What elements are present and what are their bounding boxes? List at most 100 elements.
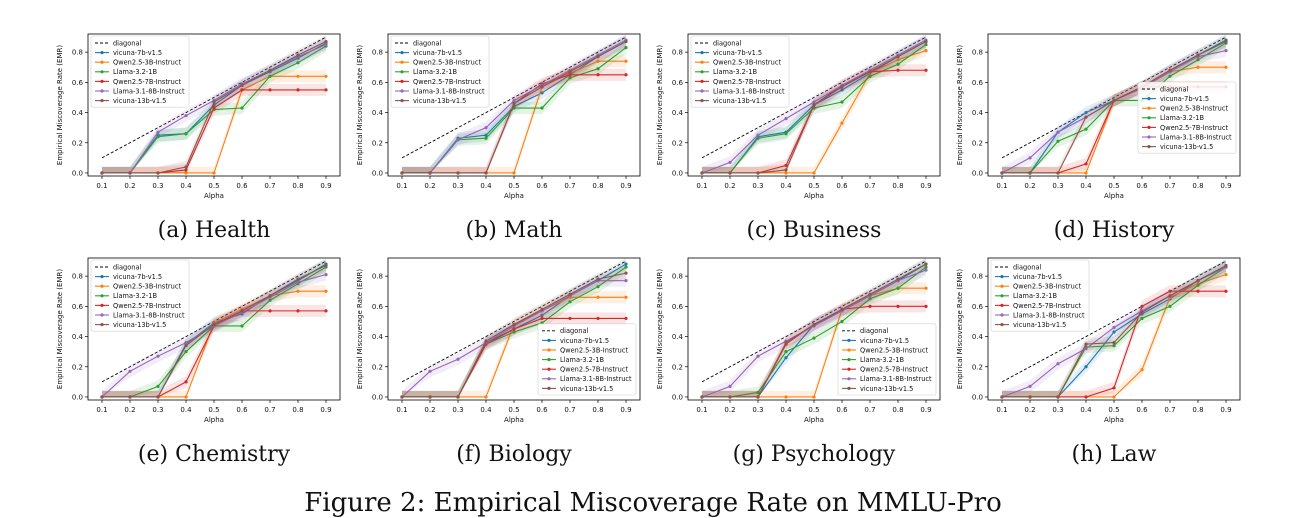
y-axis-label: Empirical Miscoverage Rate (EMR) [656, 45, 664, 165]
data-point-vicuna-13b-v1-5 [296, 53, 300, 57]
legend-label-llama-3-2-1b: Llama-3.2-1B [113, 292, 157, 300]
plot-area: 0.1 0.2 0.3 0.4 0.5 0.6 0.7 0.8 0.9 0.0 0.2 0.4 0.6 0… [56, 33, 341, 200]
x-axis-label: Alpha [504, 192, 524, 200]
legend-marker-vicuna-13b-v1-5 [400, 99, 404, 103]
x-tick-label: 0.9 [1220, 182, 1231, 190]
panel-caption-math: (b) Math [465, 218, 563, 243]
data-point-llama-3-2-1b [596, 67, 600, 71]
x-tick-label: 0.9 [620, 182, 631, 190]
data-point-qwen2-5-7b-instruct [596, 73, 600, 77]
legend-marker-vicuna-7b-v1-5 [1000, 275, 1004, 279]
data-point-llama-3-1-8b-instruct [1028, 384, 1032, 389]
plot-area: 0.1 0.2 0.3 0.4 0.5 0.6 0.7 0.8 0.9 0.0 0.2 0.4 0.6 0… [956, 257, 1241, 424]
legend-label-diagonal: diagonal [113, 39, 141, 47]
legend: diagonalvicuna-7b-v1.5Qwen2.5-3B-Instruc… [990, 259, 1090, 332]
legend-label-vicuna-13b-v1-5: vicuna-13b-v1.5 [1013, 321, 1066, 329]
data-point-llama-3-1-8b-instruct [1224, 49, 1228, 53]
legend-label-vicuna-13b-v1-5: vicuna-13b-v1.5 [113, 97, 166, 105]
legend-marker-qwen2-5-7b-instruct [400, 79, 404, 83]
x-tick-label: 0.6 [1136, 406, 1148, 414]
x-axis-label: Alpha [204, 192, 224, 200]
y-tick-label: 0.2 [972, 363, 983, 371]
x-tick-label: 0.8 [892, 182, 903, 190]
chart-panel-math: 0.1 0.2 0.3 0.4 0.5 0.6 0.7 0.8 0.9 0.0 0.2 0.4 0.6 0… [344, 33, 644, 254]
x-tick-label: 0.2 [124, 406, 135, 414]
legend-marker-qwen2-5-3b-instruct [700, 60, 704, 64]
data-point-qwen2-5-7b-instruct [268, 88, 272, 92]
data-point-vicuna-13b-v1-5 [240, 309, 244, 313]
data-point-qwen2-5-7b-instruct [924, 304, 928, 308]
data-point-llama-3-1-8b-instruct [156, 354, 160, 358]
x-axis-label: Alpha [804, 192, 824, 200]
x-tick-label: 0.1 [996, 182, 1007, 190]
y-tick-label: 0.0 [672, 393, 683, 401]
legend-label-vicuna-7b-v1-5: vicuna-7b-v1.5 [560, 337, 609, 345]
x-tick-label: 0.1 [96, 182, 107, 190]
chart-svg: 0.1 0.2 0.3 0.4 0.5 0.6 0.7 0.8 0.9 0.0 0.2 0.4 0.6 0… [56, 257, 341, 424]
data-point-qwen2-5-3b-instruct [1140, 368, 1144, 372]
data-point-llama-3-1-8b-instruct [756, 133, 760, 137]
data-point-qwen2-5-3b-instruct [896, 58, 900, 62]
legend-marker-llama-3-2-1b [547, 358, 551, 362]
legend-marker-vicuna-13b-v1-5 [100, 323, 104, 327]
data-point-qwen2-5-7b-instruct [296, 309, 300, 313]
data-point-vicuna-13b-v1-5 [1168, 68, 1172, 72]
x-tick-label: 0.2 [124, 182, 135, 190]
data-point-qwen2-5-3b-instruct [596, 295, 600, 299]
x-axis-label: Alpha [804, 416, 824, 424]
series-line-diagonal [401, 36, 627, 159]
y-tick-label: 0.0 [72, 393, 83, 401]
legend-label-llama-3-2-1b: Llama-3.2-1B [413, 68, 457, 76]
x-tick-label: 0.8 [292, 406, 303, 414]
data-point-llama-3-1-8b-instruct [128, 369, 132, 373]
data-point-qwen2-5-3b-instruct [1084, 171, 1088, 175]
chart-panel-psychology: 0.1 0.2 0.3 0.4 0.5 0.6 0.7 0.8 0.9 0.0 0.2 0.4 0.6 0… [644, 257, 944, 478]
data-point-llama-3-2-1b [784, 132, 788, 136]
legend-label-diagonal: diagonal [560, 327, 588, 335]
y-tick-label: 0.6 [972, 79, 984, 87]
x-tick-label: 0.3 [452, 182, 463, 190]
y-tick-label: 0.2 [372, 139, 383, 147]
legend-marker-vicuna-13b-v1-5 [1147, 145, 1151, 149]
y-tick-label: 0.0 [372, 169, 383, 177]
legend-marker-vicuna-13b-v1-5 [547, 386, 551, 390]
x-axis-label: Alpha [1104, 192, 1124, 200]
data-point-llama-3-2-1b [240, 324, 244, 328]
data-point-llama-3-2-1b [268, 298, 272, 302]
legend: diagonalvicuna-7b-v1.5Qwen2.5-3B-Instruc… [90, 259, 190, 332]
data-point-llama-3-1-8b-instruct [456, 138, 460, 142]
x-tick-label: 0.9 [320, 182, 331, 190]
legend-label-llama-3-2-1b: Llama-3.2-1B [860, 356, 904, 364]
series-band-qwen2-5-3b-instruct [102, 70, 326, 173]
y-tick-label: 0.6 [672, 79, 684, 87]
legend-label-qwen2-5-7b-instruct: Qwen2.5-7B-Instruct [860, 366, 928, 374]
x-tick-label: 0.7 [864, 182, 875, 190]
legend: diagonalvicuna-7b-v1.5Qwen2.5-3B-Instruc… [390, 35, 490, 108]
data-point-vicuna-13b-v1-5 [1028, 395, 1032, 399]
legend-marker-llama-3-1-8b-instruct [1000, 313, 1004, 317]
legend-label-qwen2-5-3b-instruct: Qwen2.5-3B-Instruct [1160, 105, 1228, 113]
y-tick-label: 0.4 [672, 333, 684, 341]
x-tick-label: 0.7 [1164, 182, 1175, 190]
legend: diagonalvicuna-7b-v1.5Qwen2.5-3B-Instruc… [837, 323, 937, 396]
x-tick-label: 0.7 [864, 406, 875, 414]
data-point-llama-3-2-1b [624, 45, 628, 50]
data-point-llama-3-2-1b [1196, 283, 1200, 287]
data-point-vicuna-7b-v1-5 [1112, 330, 1116, 334]
x-tick-label: 0.8 [1192, 406, 1203, 414]
legend-label-diagonal: diagonal [1160, 85, 1188, 93]
y-tick-label: 0.8 [672, 49, 683, 57]
data-point-qwen2-5-7b-instruct [512, 327, 516, 331]
plot-area: 0.1 0.2 0.3 0.4 0.5 0.6 0.7 0.8 0.9 0.0 0.2 0.4 0.6 0… [956, 33, 1241, 200]
x-tick-label: 0.5 [208, 182, 219, 190]
x-tick-label: 0.3 [152, 182, 163, 190]
data-point-llama-3-2-1b [840, 100, 844, 104]
x-axis-label: Alpha [204, 416, 224, 424]
series-line-diagonal [1001, 260, 1227, 383]
data-point-vicuna-13b-v1-5 [184, 165, 188, 169]
plot-area: 0.1 0.2 0.3 0.4 0.5 0.6 0.7 0.8 0.9 0.0 0.2 0.4 0.6 0… [656, 33, 941, 200]
data-point-llama-3-1-8b-instruct [184, 113, 188, 118]
y-tick-label: 0.4 [372, 333, 384, 341]
legend-marker-qwen2-5-3b-instruct [547, 348, 551, 352]
data-point-vicuna-13b-v1-5 [184, 344, 188, 348]
